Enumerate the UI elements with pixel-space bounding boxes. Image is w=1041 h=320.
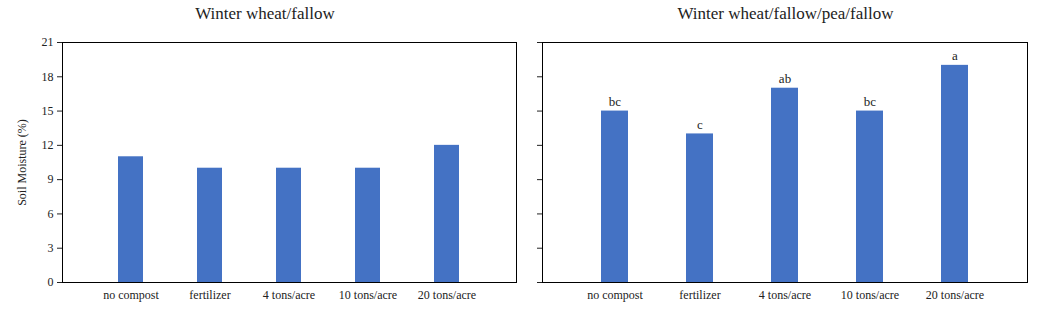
svg-text:10 tons/acre: 10 tons/acre	[339, 288, 397, 302]
svg-text:3: 3	[48, 241, 54, 255]
svg-text:18: 18	[42, 70, 54, 84]
svg-text:bc: bc	[609, 94, 622, 109]
svg-text:no compost: no compost	[103, 288, 159, 302]
svg-text:21: 21	[42, 35, 54, 49]
svg-text:fertilizer: fertilizer	[189, 288, 230, 302]
svg-text:4 tons/acre: 4 tons/acre	[759, 288, 811, 302]
svg-text:6: 6	[48, 207, 54, 221]
svg-text:no compost: no compost	[587, 288, 643, 302]
svg-text:20 tons/acre: 20 tons/acre	[418, 288, 476, 302]
svg-text:c: c	[697, 117, 703, 132]
svg-text:fertilizer: fertilizer	[679, 288, 720, 302]
svg-text:0: 0	[48, 275, 54, 289]
html-text:Winter wheat/fallow/pea/fallow: Winter wheat/fallow/pea/fallow	[677, 4, 894, 23]
html-text:Winter wheat/fallow: Winter wheat/fallow	[195, 4, 335, 23]
svg-text:Soil Moisture (%): Soil Moisture (%)	[15, 119, 29, 206]
svg-text:bc: bc	[864, 94, 877, 109]
svg-text:4 tons/acre: 4 tons/acre	[263, 288, 315, 302]
svg-text:15: 15	[42, 104, 54, 118]
svg-text:10 tons/acre: 10 tons/acre	[841, 288, 899, 302]
svg-text:a: a	[952, 48, 958, 63]
svg-text:9: 9	[48, 172, 54, 186]
svg-text:12: 12	[42, 138, 54, 152]
svg-text:20 tons/acre: 20 tons/acre	[926, 288, 984, 302]
svg-text:ab: ab	[779, 71, 791, 86]
